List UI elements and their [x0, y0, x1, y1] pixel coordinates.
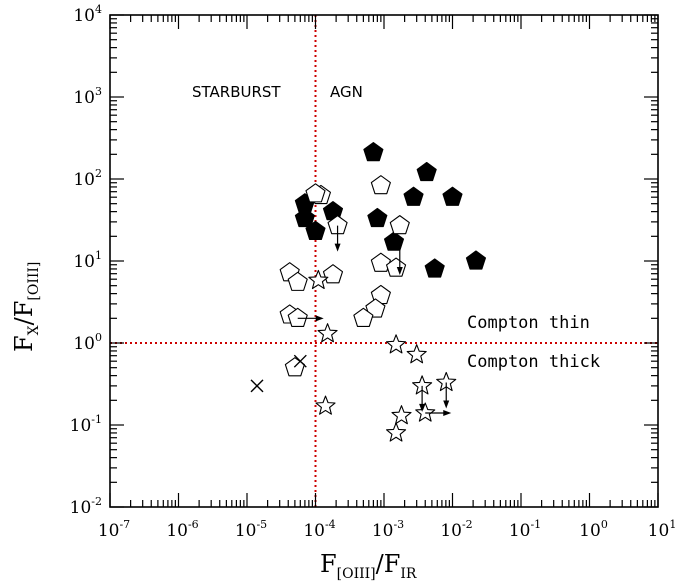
compton-thin-label: Compton thin — [467, 313, 590, 333]
x-tick-label: 100 — [579, 518, 608, 541]
open-star-marker — [386, 422, 407, 442]
y-tick-label: 10-1 — [70, 413, 102, 436]
x-tick-label: 10-7 — [98, 518, 130, 541]
filled-pentagon-marker — [442, 186, 463, 206]
x-tick-label: 10-6 — [166, 518, 198, 541]
compton-thick-label: Compton thick — [467, 352, 600, 372]
x-tick-label: 10-4 — [303, 518, 335, 541]
filled-pentagon-marker — [424, 258, 445, 278]
open-star-marker — [391, 405, 412, 425]
filled-pentagon-marker — [367, 207, 388, 228]
open-pentagon-marker — [305, 183, 326, 203]
open-star-marker — [315, 395, 336, 415]
filled-pentagon-marker — [383, 231, 405, 251]
open-star-marker — [415, 402, 436, 422]
limit-arrow — [419, 385, 426, 412]
plot-frame — [109, 14, 659, 508]
filled-pentagon-marker — [294, 207, 315, 228]
cross-marker — [250, 379, 264, 393]
agn-label: AGN — [330, 83, 363, 101]
x-tick-label: 10-5 — [235, 518, 267, 541]
filled-pentagon-marker — [305, 220, 326, 240]
y-tick-label: 101 — [73, 249, 102, 272]
y-tick-label: 100 — [73, 331, 102, 354]
open-pentagon-marker — [389, 215, 410, 235]
limit-arrow — [297, 315, 324, 322]
open-star-marker — [317, 323, 338, 343]
x-tick-label: 10-2 — [440, 518, 472, 541]
cross-marker — [293, 354, 307, 368]
filled-pentagon-marker — [465, 250, 487, 270]
filled-pentagon-marker — [416, 161, 437, 182]
y-tick-label: 102 — [73, 167, 102, 190]
tick-labels: 10-7 10-6 10-5 10-4 10-3 10-2 10-1 100 101 10-2 10… — [70, 3, 675, 541]
limit-arrows — [297, 225, 452, 417]
y-axis-title: FX/F[OIII] — [10, 262, 42, 352]
filled-pentagon-marker — [403, 186, 424, 206]
open-pentagon-marker — [322, 264, 344, 284]
limit-arrow — [443, 382, 450, 409]
open-pentagon-marker — [365, 298, 386, 318]
limit-arrow — [334, 225, 341, 252]
limit-arrow — [425, 410, 452, 417]
open-pentagon-marker — [287, 307, 308, 327]
x-tick-label: 101 — [648, 518, 675, 541]
starburst-label: STARBURST — [192, 83, 281, 101]
open-pentagon-marker — [353, 307, 374, 327]
y-tick-label: 10-2 — [70, 495, 102, 518]
x-axis-title: F[OIII]/FIR — [320, 550, 417, 582]
x-tick-label: 10-3 — [372, 518, 404, 541]
open-star-marker — [406, 344, 427, 364]
y-tick-label: 103 — [73, 85, 102, 108]
open-pentagon-marker — [370, 252, 391, 272]
data-markers — [250, 142, 487, 442]
filled-pentagon-marker — [363, 142, 384, 162]
limit-arrow — [396, 249, 403, 276]
open-star-marker — [386, 334, 407, 354]
reference-lines — [110, 15, 658, 507]
open-pentagon-marker — [370, 175, 391, 195]
open-pentagon-marker — [287, 271, 308, 291]
x-tick-label: 10-1 — [509, 518, 541, 541]
y-tick-label: 104 — [73, 3, 102, 26]
open-star-marker — [308, 269, 329, 290]
